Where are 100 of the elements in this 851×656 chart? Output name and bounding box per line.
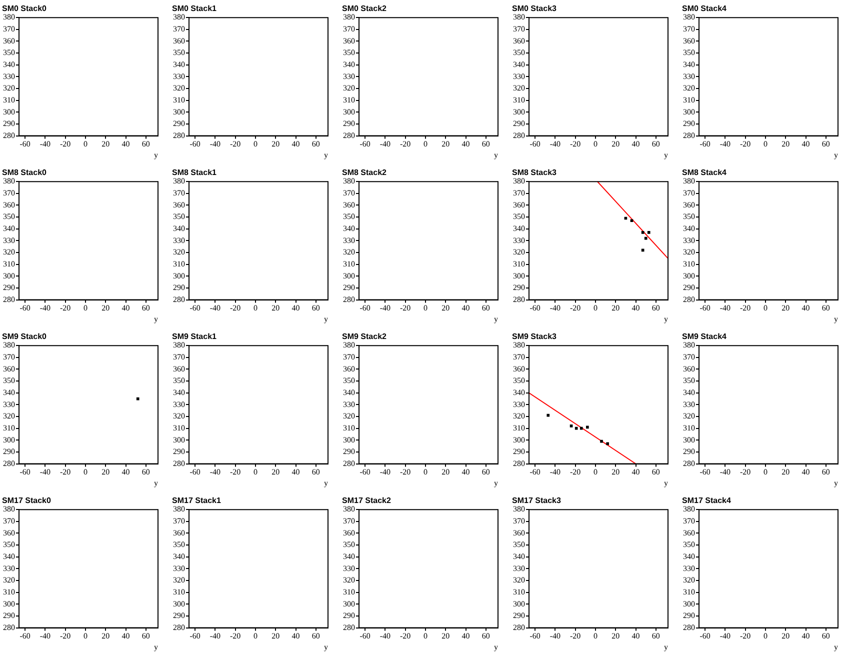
x-tick-label: 0 — [83, 304, 88, 313]
y-tick-label: 360 — [683, 36, 695, 46]
y-tick-label: 380 — [683, 504, 695, 514]
y-tick-label: 350 — [173, 48, 185, 58]
point — [644, 236, 648, 240]
y-tick-label: 380 — [173, 504, 185, 514]
x-tick-label: -60 — [530, 304, 540, 313]
x-axis-title: y — [834, 150, 838, 160]
x-tick-label: -40 — [40, 468, 51, 477]
x-tick-label: 40 — [462, 304, 470, 313]
y-tick-label: 340 — [173, 60, 185, 69]
y-tick-label: 360 — [3, 364, 15, 374]
x-tick-label: 40 — [122, 632, 130, 641]
x-tick-label: -20 — [570, 632, 581, 641]
x-tick-label: -20 — [230, 140, 241, 149]
x-tick-label: -40 — [720, 140, 731, 149]
y-tick-label: 360 — [173, 200, 185, 210]
y-tick-label: 380 — [513, 340, 525, 350]
x-axis-title: y — [494, 478, 498, 488]
y-tick-label: 340 — [343, 552, 355, 561]
x-tick-label: -60 — [700, 468, 710, 477]
x-tick-label: 20 — [612, 304, 620, 313]
x-tick-label: -20 — [570, 140, 581, 149]
x-axis-title: y — [154, 314, 158, 324]
point — [574, 426, 578, 430]
x-tick-label: 20 — [102, 140, 110, 149]
x-tick-label: 60 — [652, 632, 660, 641]
point — [600, 440, 603, 443]
y-tick-label: 280 — [683, 294, 695, 304]
chart-title: SM17 Stack3 — [512, 496, 562, 506]
point — [630, 219, 634, 222]
x-tick-label: -40 — [210, 140, 221, 149]
y-tick-label: 320 — [3, 576, 15, 585]
y-tick-label: 310 — [683, 423, 695, 432]
y-tick-label: 290 — [683, 447, 695, 456]
x-axis-title: y — [494, 150, 498, 160]
x-tick-label: -40 — [720, 468, 731, 477]
y-tick-label: 320 — [173, 412, 185, 421]
x-tick-label: 20 — [102, 632, 110, 641]
x-tick-label: 60 — [142, 140, 150, 149]
x-tick-label: 20 — [782, 304, 790, 313]
x-tick-label: 0 — [763, 304, 768, 313]
y-tick-label: 350 — [343, 48, 355, 58]
point — [641, 248, 644, 252]
y-tick-label: 300 — [343, 599, 355, 608]
y-tick-label: 300 — [343, 271, 355, 280]
y-tick-label: 280 — [3, 622, 15, 632]
x-tick-label: 60 — [312, 304, 320, 313]
y-tick-label: 380 — [3, 504, 15, 514]
point — [546, 414, 550, 417]
y-tick-label: 350 — [343, 540, 355, 550]
y-tick-label: 330 — [173, 564, 185, 573]
x-axis-title: y — [834, 314, 838, 324]
y-tick-label: 370 — [3, 516, 15, 526]
y-tick-label: 320 — [683, 576, 695, 585]
point — [570, 424, 573, 428]
y-tick-label: 320 — [173, 576, 185, 585]
y-tick-label: 360 — [173, 36, 185, 46]
y-tick-label: 350 — [343, 376, 355, 386]
y-tick-label: 320 — [513, 412, 525, 421]
x-tick-label: 60 — [142, 304, 150, 313]
x-tick-label: -20 — [400, 632, 411, 641]
y-tick-label: 300 — [343, 435, 355, 444]
y-tick-label: 310 — [3, 259, 15, 268]
y-tick-label: 290 — [513, 119, 525, 128]
x-tick-label: -60 — [700, 140, 710, 149]
x-tick-label: -20 — [60, 468, 71, 477]
y-tick-label: 330 — [683, 400, 695, 409]
y-tick-label: 330 — [343, 564, 355, 573]
y-tick-label: 290 — [683, 283, 695, 292]
y-tick-label: 360 — [513, 200, 525, 210]
x-axis-title: y — [664, 642, 668, 652]
y-tick-label: 350 — [173, 540, 185, 550]
x-axis-title: y — [154, 642, 158, 652]
x-tick-label: -20 — [400, 140, 411, 149]
x-tick-label: 20 — [612, 468, 620, 477]
x-tick-label: 20 — [782, 632, 790, 641]
y-tick-label: 350 — [173, 376, 185, 386]
x-tick-label: 60 — [312, 140, 320, 149]
x-tick-label: -60 — [530, 140, 540, 149]
x-tick-label: -40 — [380, 468, 391, 477]
x-axis-title: y — [494, 642, 498, 652]
y-tick-label: 370 — [343, 516, 355, 526]
y-tick-label: 340 — [683, 552, 695, 561]
x-tick-label: 40 — [292, 140, 300, 149]
y-tick-label: 360 — [3, 528, 15, 538]
y-tick-label: 360 — [683, 200, 695, 210]
x-tick-label: -20 — [60, 632, 71, 641]
x-tick-label: 0 — [253, 468, 258, 477]
y-tick-label: 330 — [513, 400, 525, 409]
x-axis-title: y — [324, 478, 328, 488]
y-tick-label: 330 — [173, 400, 185, 409]
point — [586, 426, 589, 429]
y-tick-label: 280 — [173, 130, 185, 140]
y-tick-label: 320 — [173, 248, 185, 257]
y-tick-label: 330 — [3, 564, 15, 573]
y-tick-label: 380 — [173, 176, 185, 186]
y-tick-label: 280 — [3, 294, 15, 304]
x-axis-title: y — [494, 314, 498, 324]
x-axis-title: y — [664, 478, 668, 488]
